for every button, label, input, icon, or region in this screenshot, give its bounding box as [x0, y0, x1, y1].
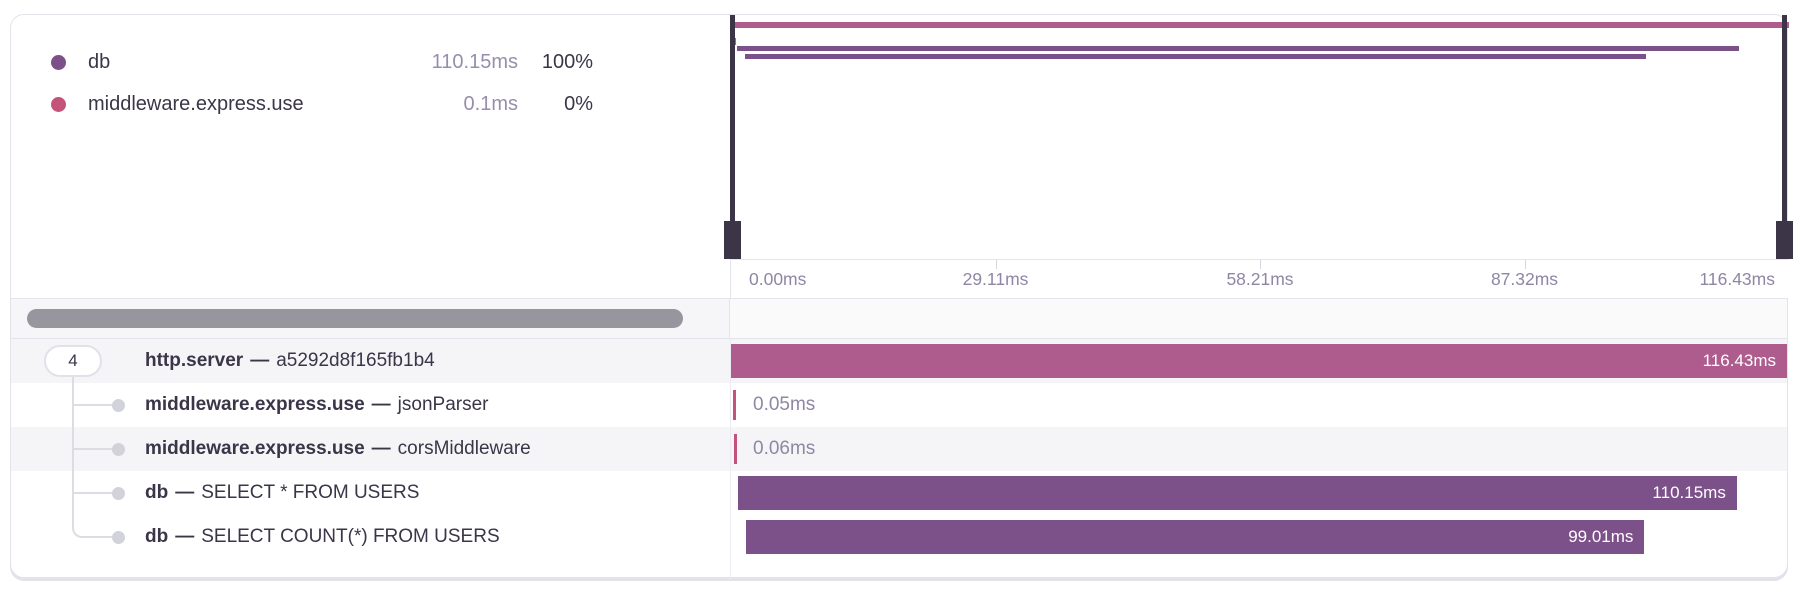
span-name: http.server: [145, 350, 244, 371]
span-name: db: [145, 482, 169, 503]
duration-label: 116.43ms: [1702, 351, 1776, 370]
axis-tick: [995, 260, 997, 269]
legend-item-middleware[interactable]: middleware.express.use 0.1ms 0%: [11, 83, 729, 125]
span-detail: SELECT COUNT(*) FROM USERS: [201, 526, 500, 547]
span-row-count-users[interactable]: db — SELECT COUNT(*) FROM USERS 99.01ms: [11, 515, 1787, 559]
span-name: middleware.express.use: [145, 394, 365, 415]
span-title: db — SELECT COUNT(*) FROM USERS: [145, 515, 500, 559]
scrollbar-row: [11, 298, 1787, 339]
collapse-children-badge[interactable]: 4: [44, 345, 102, 377]
span-row-jsonparser[interactable]: middleware.express.use — jsonParser 0.05ms: [11, 383, 1787, 427]
scrollbar-row-spacer: [730, 299, 1787, 338]
legend-label: db: [88, 50, 111, 73]
duration-bar[interactable]: [733, 434, 737, 464]
span-title: middleware.express.use — jsonParser: [145, 383, 489, 427]
legend-label: middleware.express.use: [88, 92, 304, 115]
axis-tick: [1524, 260, 1526, 269]
panel-divider: [730, 339, 731, 579]
axis-label-0: 0.00ms: [749, 269, 807, 289]
legend-percent: 0%: [564, 92, 593, 115]
brush-grip-left[interactable]: [724, 221, 741, 259]
span-row-corsmiddleware[interactable]: middleware.express.use — corsMiddleware 0.…: [11, 427, 1787, 471]
minimap-span-count-users: [745, 54, 1646, 59]
span-title: middleware.express.use — corsMiddleware: [145, 427, 531, 471]
duration-label: 0.06ms: [753, 438, 816, 459]
time-axis: 0.00ms 29.11ms 58.21ms 87.32ms 116.43ms: [730, 259, 1789, 298]
duration-bar[interactable]: 99.01ms: [746, 520, 1645, 554]
axis-tick: [1260, 260, 1261, 269]
axis-label-2: 58.21ms: [1226, 269, 1294, 289]
duration-bar[interactable]: [732, 390, 736, 420]
span-separator: —: [371, 394, 391, 415]
axis-label-3: 87.32ms: [1490, 269, 1559, 289]
axis-label-1: 29.11ms: [962, 269, 1029, 289]
legend-percent: 100%: [541, 50, 593, 73]
span-detail: a5292d8f165fb1b4: [276, 350, 435, 371]
brush-handle-right[interactable]: [1776, 15, 1793, 259]
legend-duration: 0.1ms: [463, 92, 518, 115]
minimap-span-select-users: [736, 46, 1739, 51]
span-separator: —: [175, 526, 195, 547]
span-row-http-server[interactable]: 4 http.server — a5292d8f165fb1b4 116.43ms: [11, 339, 1787, 383]
brush-handle-left[interactable]: [724, 15, 741, 259]
span-waterfall: 4 http.server — a5292d8f165fb1b4 116.43ms …: [11, 339, 1787, 579]
duration-label: 0.05ms: [753, 394, 816, 415]
legend-panel: db 110.15ms 100% middleware.express.use …: [11, 15, 729, 298]
scrollbar-track[interactable]: [11, 299, 730, 338]
axis-label-4: 116.43ms: [1699, 269, 1775, 289]
legend-duration: 110.15ms: [431, 50, 518, 73]
span-separator: —: [175, 482, 195, 503]
span-row-select-users[interactable]: db — SELECT * FROM USERS 110.15ms: [11, 471, 1787, 515]
span-separator: —: [250, 350, 270, 371]
span-detail: corsMiddleware: [397, 438, 531, 459]
scrollbar-thumb[interactable]: [27, 309, 683, 328]
middleware-color-dot-icon: [51, 96, 66, 112]
duration-label: 110.15ms: [1652, 483, 1726, 502]
span-detail: jsonParser: [397, 394, 489, 415]
duration-bar[interactable]: 116.43ms: [731, 344, 1787, 378]
db-color-dot-icon: [51, 54, 66, 70]
span-detail: SELECT * FROM USERS: [201, 482, 420, 503]
duration-bar[interactable]: 110.15ms: [737, 476, 1737, 510]
span-separator: —: [371, 438, 391, 459]
brush-grip-right[interactable]: [1776, 221, 1793, 259]
span-name: middleware.express.use: [145, 438, 365, 459]
duration-label: 99.01ms: [1568, 527, 1634, 546]
span-title: db — SELECT * FROM USERS: [145, 471, 419, 515]
minimap-span-http-server: [730, 22, 1789, 28]
timeline-minimap[interactable]: [724, 15, 1793, 259]
span-name: db: [145, 526, 169, 547]
legend-item-db[interactable]: db 110.15ms 100%: [11, 41, 729, 83]
trace-flamegraph-card: db 110.15ms 100% middleware.express.use …: [10, 14, 1793, 579]
span-title: http.server — a5292d8f165fb1b4: [145, 339, 435, 383]
